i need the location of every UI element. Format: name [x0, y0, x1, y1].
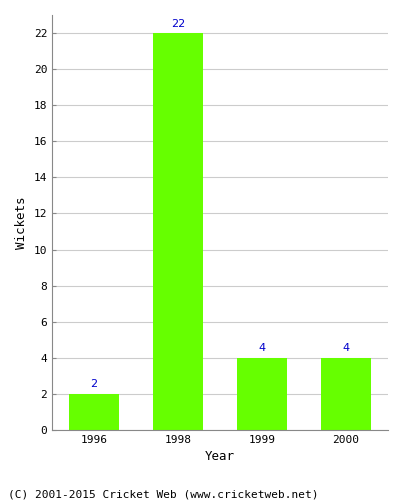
Text: 4: 4	[258, 344, 266, 353]
Text: 2: 2	[90, 380, 98, 390]
Bar	[69, 394, 119, 430]
Y-axis label: Wickets: Wickets	[15, 196, 28, 248]
Bar	[153, 33, 203, 430]
Text: (C) 2001-2015 Cricket Web (www.cricketweb.net): (C) 2001-2015 Cricket Web (www.cricketwe…	[8, 490, 318, 500]
Bar	[237, 358, 287, 430]
X-axis label: Year: Year	[205, 450, 235, 464]
Text: 4: 4	[342, 344, 350, 353]
Bar	[321, 358, 371, 430]
Text: 22: 22	[171, 18, 185, 28]
